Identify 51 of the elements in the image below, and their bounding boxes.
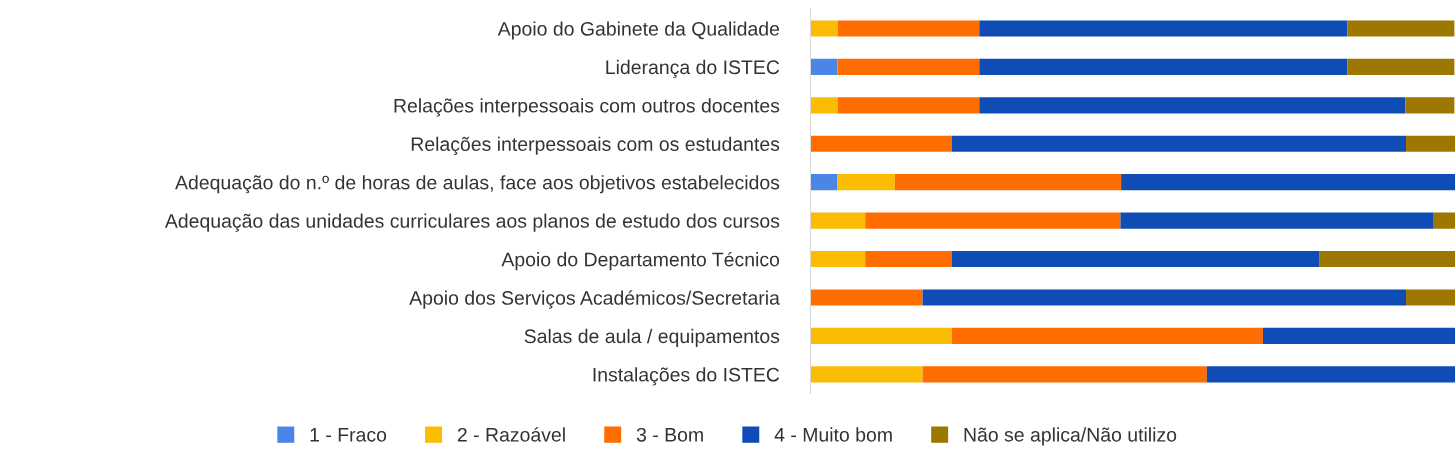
legend-label: 2 - Razoável <box>457 427 565 442</box>
legend-label: 4 - Muito bom <box>774 427 892 442</box>
y-tick-label: Relações interpessoais com os estudantes <box>411 136 780 155</box>
bar <box>810 289 923 306</box>
y-tick-label: Apoio do Departamento Técnico <box>501 251 780 271</box>
bar <box>1319 250 1455 268</box>
bar <box>837 97 980 114</box>
bar <box>951 135 1407 152</box>
bar <box>1405 97 1455 114</box>
bar <box>810 327 952 344</box>
bar <box>810 250 866 268</box>
y-tick-label: Apoio dos Serviços Académicos/Secretaria <box>409 290 780 309</box>
bar <box>979 58 1348 75</box>
bar <box>951 327 1263 344</box>
bar <box>810 20 838 37</box>
bar <box>865 250 952 268</box>
bar <box>922 289 1407 306</box>
bar <box>1347 20 1455 37</box>
y-tick-label: Apoio do Gabinete da Qualidade <box>497 21 780 40</box>
bar <box>1406 135 1455 152</box>
bar <box>1347 58 1455 75</box>
bar <box>810 58 838 75</box>
legend-label: 1 - Fraco <box>310 428 387 442</box>
y-tick-label: Liderança do ISTEC <box>606 59 780 79</box>
bar <box>1206 366 1455 383</box>
bar <box>810 366 923 383</box>
bar <box>810 212 866 229</box>
bar <box>894 174 1122 191</box>
y-tick-label: Adequação das unidades curriculares aos planos de estudo dos cursos <box>164 213 780 232</box>
bar <box>810 135 952 152</box>
bar <box>979 97 1406 114</box>
y-tick-label: Salas de aula / equipamentos <box>524 328 780 347</box>
bar <box>810 174 838 191</box>
bar <box>922 366 1207 383</box>
bar <box>951 250 1320 268</box>
legend-label: 3 - Bom <box>636 427 703 442</box>
bar <box>1120 212 1434 229</box>
bar <box>837 174 895 191</box>
bar <box>979 20 1348 37</box>
y-tick-label: Instalações do ISTEC <box>593 367 780 386</box>
bar <box>1433 212 1455 229</box>
bar <box>1406 289 1455 306</box>
bar <box>810 97 838 114</box>
y-tick-label: Relações interpessoais com outros docentes <box>394 98 780 117</box>
bar <box>1121 174 1455 191</box>
bar <box>837 20 980 37</box>
bar <box>865 212 1121 229</box>
y-tick-label: Adequação do n.º de horas de aulas, face aos objetivos estabelecidos <box>175 175 780 194</box>
bar <box>837 58 980 75</box>
legend-label: Não se aplica/Não utilizo <box>964 427 1177 446</box>
bar <box>1262 327 1455 344</box>
